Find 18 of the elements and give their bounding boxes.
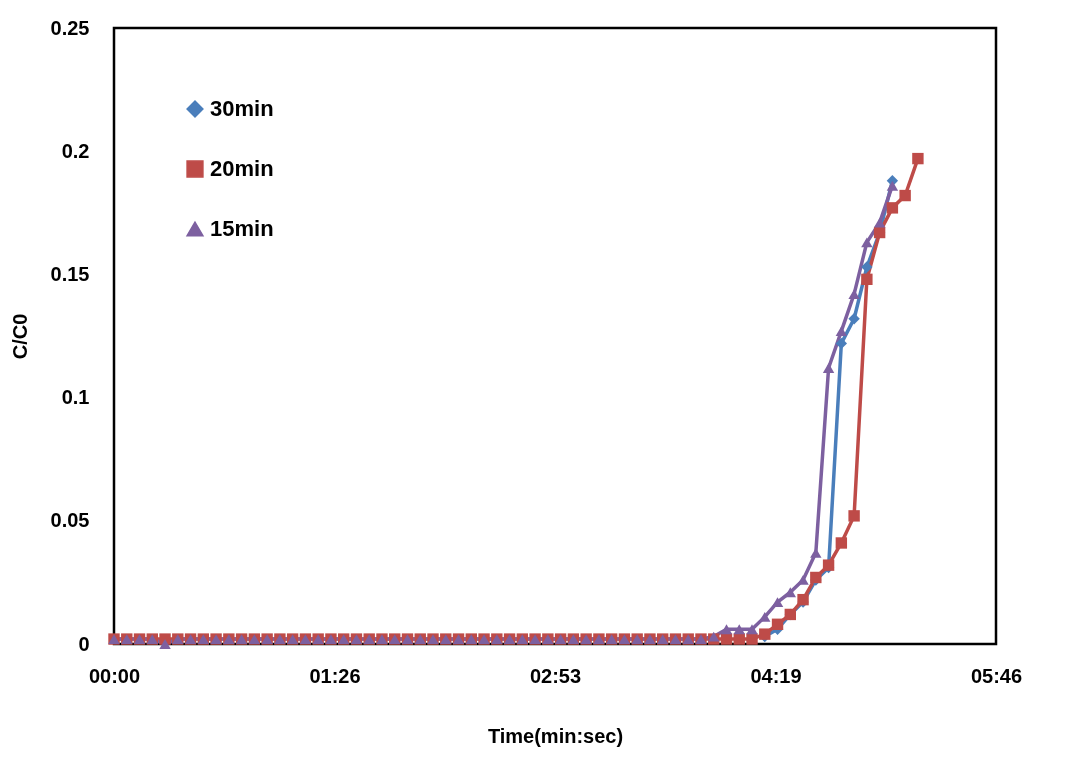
- y-tick-label: 0.25: [50, 16, 90, 39]
- x-tick-label: 01:26: [309, 664, 361, 687]
- y-tick-label: 0.15: [50, 262, 90, 285]
- point: [861, 261, 873, 273]
- x-tick-label: 00:00: [88, 664, 141, 687]
- y-axis-title: C/C0: [8, 313, 31, 360]
- legend-label: 30min: [210, 96, 274, 121]
- y-tick-label: 0: [78, 632, 90, 655]
- x-tick-label: 02:53: [529, 664, 582, 687]
- point: [848, 313, 860, 325]
- legend-label: 20min: [210, 156, 274, 181]
- x-tick-label: 05:46: [970, 664, 1023, 687]
- x-tick-label: 04:19: [750, 664, 802, 687]
- y-tick-label: 0.2: [61, 139, 90, 162]
- y-tick-label: 0.05: [50, 509, 90, 532]
- y-tick-label: 0.1: [61, 386, 90, 409]
- legend-label: 15min: [210, 216, 274, 241]
- x-axis-title: Time(min:sec): [487, 724, 624, 747]
